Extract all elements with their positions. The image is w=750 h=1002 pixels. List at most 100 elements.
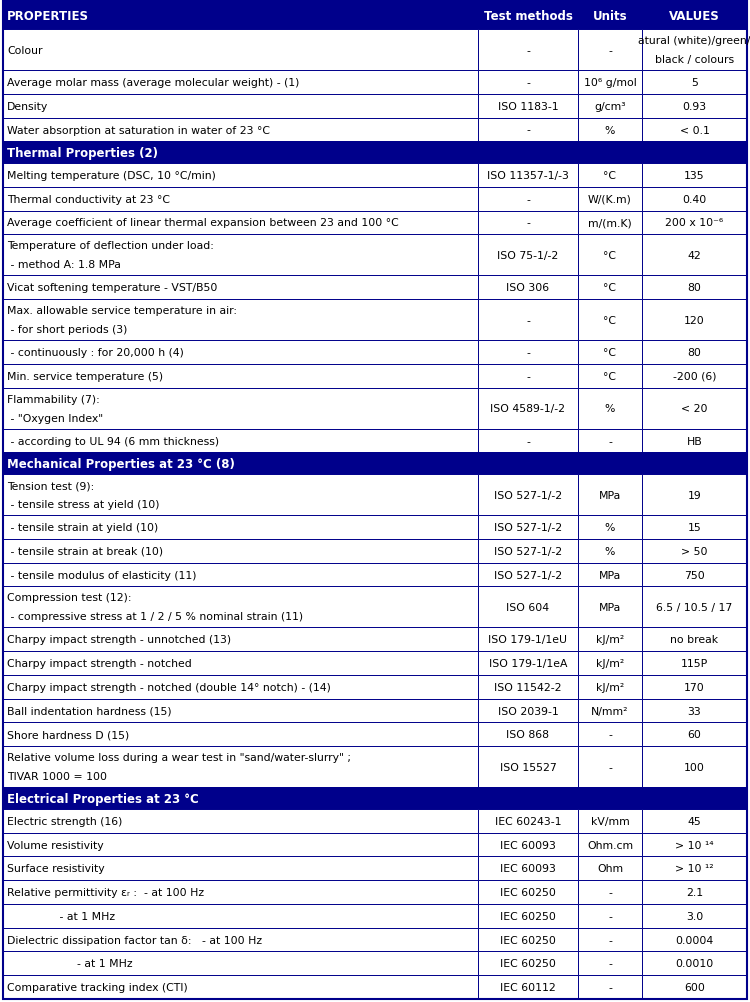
Text: IEC 60112: IEC 60112 <box>500 982 556 992</box>
Bar <box>578 675 642 699</box>
Bar <box>3 563 478 587</box>
Text: no break: no break <box>670 634 718 644</box>
Bar <box>3 516 478 539</box>
Bar <box>642 539 747 563</box>
Bar <box>578 211 642 235</box>
Text: Electric strength (16): Electric strength (16) <box>7 816 122 826</box>
Text: ISO 527-1/-2: ISO 527-1/-2 <box>494 570 562 580</box>
Text: 0.0004: 0.0004 <box>675 935 714 945</box>
Text: IEC 60093: IEC 60093 <box>500 864 556 874</box>
Text: Tension test (9):: Tension test (9): <box>7 481 94 491</box>
Bar <box>642 833 747 857</box>
Bar <box>478 675 578 699</box>
Text: - at 1 MHz: - at 1 MHz <box>7 911 115 921</box>
Bar <box>478 563 578 587</box>
Bar <box>478 341 578 365</box>
Text: - at 1 MHz: - at 1 MHz <box>7 958 133 968</box>
Text: IEC 60093: IEC 60093 <box>500 840 556 850</box>
Text: Compression test (12):: Compression test (12): <box>7 593 131 603</box>
Text: Temperature of deflection under load:: Temperature of deflection under load: <box>7 241 214 252</box>
Text: Flammability (7):: Flammability (7): <box>7 395 100 405</box>
Text: - tensile modulus of elasticity (11): - tensile modulus of elasticity (11) <box>7 570 196 580</box>
Text: - tensile stress at yield (10): - tensile stress at yield (10) <box>7 500 160 510</box>
Text: > 10 ¹²: > 10 ¹² <box>675 864 714 874</box>
Bar <box>3 746 478 788</box>
Bar <box>642 651 747 675</box>
Bar <box>478 164 578 187</box>
Bar <box>3 365 478 389</box>
Bar <box>578 300 642 341</box>
Bar <box>578 833 642 857</box>
Text: - according to UL 94 (6 mm thickness): - according to UL 94 (6 mm thickness) <box>7 436 219 446</box>
Text: < 0.1: < 0.1 <box>680 125 710 135</box>
Bar <box>3 952 478 975</box>
Text: Ohm.cm: Ohm.cm <box>587 840 633 850</box>
Bar <box>3 475 478 516</box>
Text: Ball indentation hardness (15): Ball indentation hardness (15) <box>7 706 172 715</box>
Bar <box>478 722 578 746</box>
Text: ISO 527-1/-2: ISO 527-1/-2 <box>494 522 562 532</box>
Bar <box>578 516 642 539</box>
Bar <box>3 699 478 722</box>
Text: - continuously : for 20,000 h (4): - continuously : for 20,000 h (4) <box>7 348 184 358</box>
Bar <box>642 389 747 429</box>
Text: Surface resistivity: Surface resistivity <box>7 864 104 874</box>
Text: 750: 750 <box>684 570 705 580</box>
Bar <box>478 475 578 516</box>
Text: %: % <box>604 522 615 532</box>
Text: -: - <box>608 45 612 55</box>
Text: Shore hardness D (15): Shore hardness D (15) <box>7 729 129 739</box>
Text: 19: 19 <box>688 490 701 500</box>
Bar <box>642 809 747 833</box>
Bar <box>3 722 478 746</box>
Text: 60: 60 <box>688 729 701 739</box>
Bar <box>3 235 478 277</box>
Text: °C: °C <box>604 283 616 293</box>
Bar <box>642 429 747 453</box>
Bar <box>642 699 747 722</box>
Text: kJ/m²: kJ/m² <box>596 634 624 644</box>
Text: Relative permittivity εᵣ :  - at 100 Hz: Relative permittivity εᵣ : - at 100 Hz <box>7 887 204 897</box>
Text: 170: 170 <box>684 682 705 692</box>
Bar <box>578 857 642 881</box>
Bar <box>478 429 578 453</box>
Bar <box>3 95 478 118</box>
Text: Vicat softening temperature - VST/B50: Vicat softening temperature - VST/B50 <box>7 283 217 293</box>
Bar <box>3 975 478 999</box>
Bar <box>578 365 642 389</box>
Text: Test methods: Test methods <box>484 10 572 22</box>
Bar <box>578 722 642 746</box>
Bar <box>578 539 642 563</box>
Bar <box>642 300 747 341</box>
Bar <box>642 952 747 975</box>
Bar <box>3 429 478 453</box>
Bar <box>3 142 747 164</box>
Bar <box>3 809 478 833</box>
Text: -: - <box>608 729 612 739</box>
Bar <box>478 628 578 651</box>
Text: W/(K.m): W/(K.m) <box>588 194 632 204</box>
Text: ISO 1183-1: ISO 1183-1 <box>498 101 558 111</box>
Bar <box>478 300 578 341</box>
Text: < 20: < 20 <box>681 404 708 414</box>
Text: -: - <box>608 887 612 897</box>
Bar <box>3 300 478 341</box>
Text: MPa: MPa <box>598 490 621 500</box>
Bar <box>578 30 642 71</box>
Text: -: - <box>526 218 530 228</box>
Bar <box>578 389 642 429</box>
Bar <box>578 164 642 187</box>
Text: -: - <box>526 436 530 446</box>
Bar <box>642 365 747 389</box>
Text: > 10 ¹⁴: > 10 ¹⁴ <box>675 840 714 850</box>
Text: 115P: 115P <box>681 658 708 668</box>
Bar <box>478 539 578 563</box>
Text: Thermal conductivity at 23 °C: Thermal conductivity at 23 °C <box>7 194 170 204</box>
Text: -: - <box>526 316 530 326</box>
Text: 100: 100 <box>684 762 705 772</box>
Bar <box>3 539 478 563</box>
Bar <box>478 952 578 975</box>
Bar <box>578 95 642 118</box>
Text: Comparative tracking index (CTI): Comparative tracking index (CTI) <box>7 982 188 992</box>
Bar <box>578 341 642 365</box>
